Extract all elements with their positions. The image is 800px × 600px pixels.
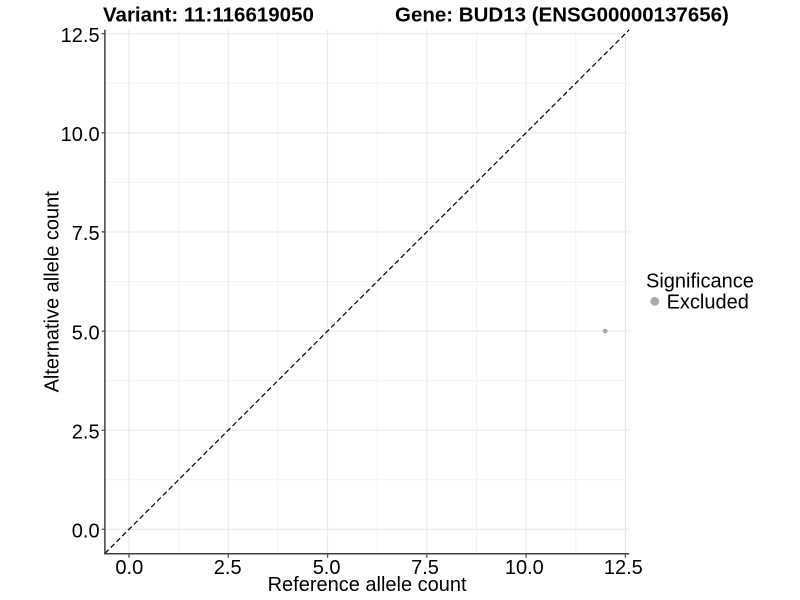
svg-text:Gene: BUD13 (ENSG00000137656): Gene: BUD13 (ENSG00000137656) (395, 4, 729, 27)
svg-text:5.0: 5.0 (72, 322, 100, 344)
svg-text:Excluded: Excluded (667, 291, 749, 313)
svg-text:Significance: Significance (646, 271, 754, 293)
svg-text:Reference allele count: Reference allele count (268, 574, 467, 596)
svg-text:2.5: 2.5 (72, 421, 100, 443)
svg-text:12.5: 12.5 (61, 25, 100, 47)
svg-text:Alternative allele count: Alternative allele count (42, 191, 64, 393)
svg-text:10.0: 10.0 (61, 124, 100, 146)
svg-text:10.0: 10.0 (505, 557, 544, 579)
svg-text:0.0: 0.0 (72, 521, 100, 543)
svg-text:5.0: 5.0 (313, 557, 341, 579)
svg-text:2.5: 2.5 (214, 557, 242, 579)
svg-text:0.0: 0.0 (115, 557, 143, 579)
svg-text:12.5: 12.5 (604, 557, 643, 579)
svg-text:Variant: 11:116619050: Variant: 11:116619050 (103, 4, 314, 27)
svg-text:7.5: 7.5 (411, 557, 439, 579)
svg-text:7.5: 7.5 (72, 223, 100, 245)
